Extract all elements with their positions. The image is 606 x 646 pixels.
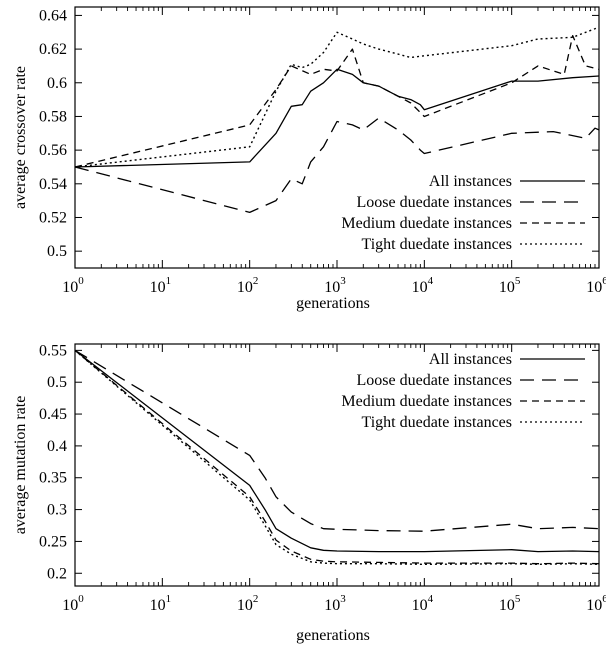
series-line-all-instances: [74, 349, 600, 553]
x-tick-label: 104: [412, 593, 434, 614]
x-tick-label-base: 10: [237, 597, 253, 614]
x-tick-label: 106: [586, 593, 606, 614]
y-tick-label: 0.62: [39, 41, 67, 58]
y-tick-label: 0.6: [47, 75, 67, 92]
y-tick-label: 0.56: [39, 142, 67, 159]
y-tick-label: 0.45: [39, 406, 67, 423]
x-tick-label: 100: [62, 275, 84, 296]
legend-label: Medium duedate instances: [341, 215, 512, 232]
series-line-medium-duedate-instances: [74, 349, 600, 565]
x-tick-label-base: 10: [412, 597, 428, 614]
x-tick-label: 101: [150, 593, 172, 614]
legend-label: Medium duedate instances: [341, 393, 512, 410]
legend-label: Tight duedate instances: [362, 236, 513, 253]
y-tick-label: 0.2: [47, 565, 67, 582]
y-tick-label: 0.54: [39, 176, 67, 193]
y-tick-label: 0.55: [39, 342, 67, 359]
x-tick-label-base: 10: [237, 279, 253, 296]
y-tick-label: 0.5: [47, 243, 67, 260]
x-tick-label-exponent: 5: [515, 275, 521, 287]
x-tick-label: 103: [324, 593, 346, 614]
x-tick-label-exponent: 3: [340, 593, 346, 605]
legend-label: All instances: [429, 351, 512, 368]
x-tick-label-exponent: 6: [602, 593, 606, 605]
x-tick-label-exponent: 3: [340, 275, 346, 287]
x-axis-label: generations: [296, 627, 370, 644]
y-tick-label: 0.25: [39, 533, 67, 550]
series-line-all-instances: [74, 68, 600, 168]
series-line-loose-duedate-instances: [74, 117, 600, 214]
x-tick-label-base: 10: [499, 597, 515, 614]
x-tick-label: 105: [499, 593, 521, 614]
x-tick-label: 101: [150, 275, 172, 296]
x-tick-label-base: 10: [586, 597, 602, 614]
x-tick-label-base: 10: [150, 279, 166, 296]
y-axis-label: average mutation rate: [12, 396, 29, 535]
x-tick-label-exponent: 6: [602, 275, 606, 287]
x-tick-label: 102: [237, 593, 259, 614]
x-tick-label: 104: [412, 275, 434, 296]
x-tick-label-exponent: 4: [428, 275, 434, 287]
x-tick-label-base: 10: [586, 279, 602, 296]
legend-label: Loose duedate instances: [357, 194, 513, 211]
y-axis-label: average crossover rate: [12, 66, 29, 209]
legend-label: Tight duedate instances: [362, 414, 513, 431]
x-tick-label-exponent: 1: [166, 593, 172, 605]
x-tick-label-base: 10: [499, 279, 515, 296]
x-tick-label: 102: [237, 275, 259, 296]
x-tick-label-base: 10: [324, 597, 340, 614]
series-line-tight-duedate-instances: [74, 26, 600, 168]
x-tick-label-exponent: 0: [78, 275, 84, 287]
x-tick-label-base: 10: [62, 279, 78, 296]
x-tick-label-base: 10: [62, 597, 78, 614]
y-tick-label: 0.3: [47, 502, 67, 519]
x-tick-label: 103: [324, 275, 346, 296]
y-tick-label: 0.4: [47, 438, 67, 455]
x-tick-label-base: 10: [412, 279, 428, 296]
x-tick-label-exponent: 2: [253, 275, 259, 287]
x-tick-label-base: 10: [324, 279, 340, 296]
y-tick-label: 0.52: [39, 209, 67, 226]
legend-label: All instances: [429, 173, 512, 190]
series-line-loose-duedate-instances: [74, 349, 600, 532]
x-tick-label: 100: [62, 593, 84, 614]
x-axis-label: generations: [296, 295, 370, 312]
x-tick-label: 105: [499, 275, 521, 296]
series-line-tight-duedate-instances: [74, 349, 600, 565]
x-tick-label: 106: [586, 275, 606, 296]
x-tick-label-exponent: 4: [428, 593, 434, 605]
y-tick-label: 0.5: [47, 374, 67, 391]
x-tick-label-exponent: 0: [78, 593, 84, 605]
y-tick-label: 0.64: [39, 7, 67, 24]
x-tick-label-exponent: 5: [515, 593, 521, 605]
series-line-medium-duedate-instances: [74, 34, 600, 168]
legend-label: Loose duedate instances: [357, 372, 513, 389]
x-tick-label-exponent: 2: [253, 593, 259, 605]
y-tick-label: 0.35: [39, 470, 67, 487]
x-tick-label-exponent: 1: [166, 275, 172, 287]
plot-frame: [74, 6, 600, 269]
x-tick-label-base: 10: [150, 597, 166, 614]
y-tick-label: 0.58: [39, 108, 67, 125]
